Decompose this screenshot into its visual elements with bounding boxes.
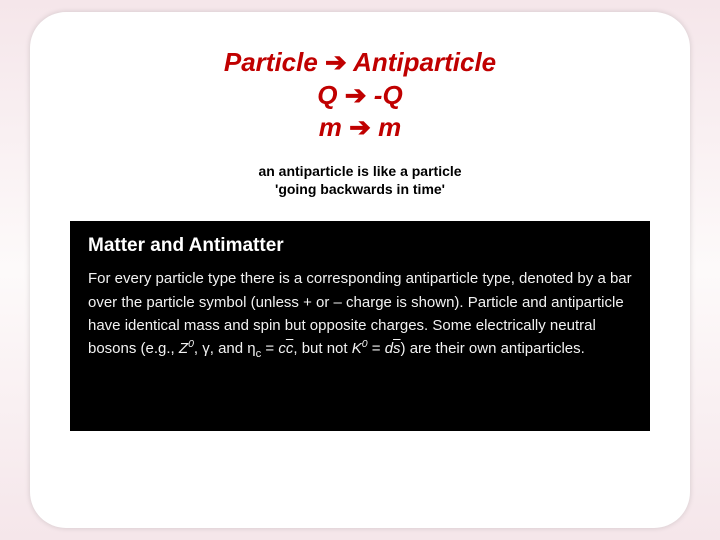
- comma-1: ,: [194, 340, 202, 357]
- title-2-right: -Q: [374, 80, 403, 110]
- title-3-arrow-icon: ➔: [349, 112, 371, 142]
- eq-1: =: [261, 340, 278, 357]
- d-symbol: d: [385, 340, 393, 357]
- matter-antimatter-panel: Matter and Antimatter For every particle…: [70, 221, 650, 431]
- title-line-3: m ➔ m: [70, 111, 650, 144]
- gamma-symbol: γ: [202, 340, 210, 357]
- title-2-left: Q: [317, 80, 337, 110]
- z-symbol: Z0: [179, 340, 194, 357]
- title-1-left: Particle: [224, 47, 318, 77]
- title-3-left: m: [319, 112, 342, 142]
- panel-heading: Matter and Antimatter: [88, 235, 632, 257]
- title-line-2: Q ➔ -Q: [70, 79, 650, 112]
- body-part-3: ) are their own antiparticles.: [401, 340, 585, 357]
- k0-symbol: K0: [352, 340, 368, 357]
- title-3-right: m: [378, 112, 401, 142]
- z-letter: Z: [179, 340, 188, 357]
- slide-card: Particle ➔ Antiparticle Q ➔ -Q m ➔ m an …: [30, 12, 690, 528]
- k-letter: K: [352, 340, 362, 357]
- comma-2: , and: [210, 340, 248, 357]
- eta-c-symbol: ηc: [247, 340, 261, 357]
- title-2-arrow-icon: ➔: [345, 80, 367, 110]
- c-symbol: c: [278, 340, 286, 357]
- subtitle-block: an antiparticle is like a particle 'goin…: [70, 162, 650, 200]
- subtitle-line-1: an antiparticle is like a particle: [70, 162, 650, 181]
- eq-2: =: [368, 340, 385, 357]
- eta-letter: η: [247, 340, 255, 357]
- title-1-arrow-icon: ➔: [325, 47, 347, 77]
- panel-body: For every particle type there is a corre…: [88, 267, 632, 360]
- sbar-symbol: s: [393, 340, 401, 357]
- body-part-2: , but not: [293, 340, 351, 357]
- title-1-right: Antiparticle: [353, 47, 496, 77]
- title-block: Particle ➔ Antiparticle Q ➔ -Q m ➔ m: [70, 46, 650, 144]
- title-line-1: Particle ➔ Antiparticle: [70, 46, 650, 79]
- subtitle-line-2: 'going backwards in time': [70, 180, 650, 199]
